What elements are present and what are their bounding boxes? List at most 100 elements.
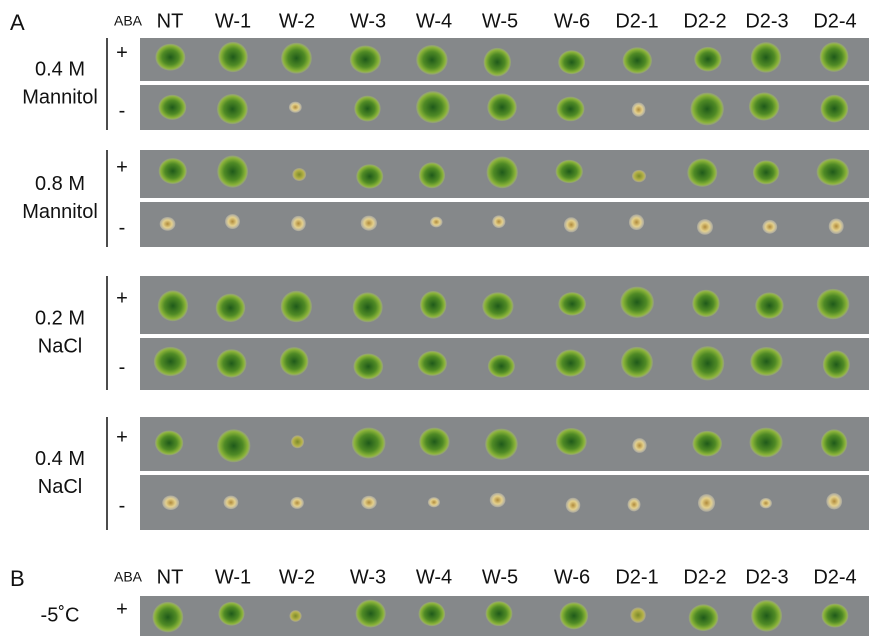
colony	[556, 428, 587, 455]
colony	[762, 220, 777, 234]
colony	[281, 43, 312, 74]
colony	[155, 430, 183, 455]
colony	[155, 44, 185, 71]
colony	[486, 601, 513, 626]
colony	[821, 429, 847, 457]
colony	[356, 600, 386, 628]
colony	[430, 217, 442, 228]
colony	[556, 97, 584, 122]
colony	[160, 217, 176, 231]
condition-label: Mannitol	[22, 86, 98, 108]
colony	[749, 92, 779, 120]
colony	[217, 94, 248, 124]
colony	[162, 495, 179, 510]
colony	[482, 292, 513, 320]
colony	[416, 91, 450, 123]
column-label: D2-3	[745, 10, 788, 32]
column-label: NT	[157, 10, 184, 32]
aba-sign: -	[119, 495, 126, 517]
colony	[353, 292, 383, 322]
colony	[428, 497, 440, 507]
colony	[416, 45, 447, 75]
colony	[225, 214, 240, 229]
aba-sign: +	[116, 156, 128, 178]
colony	[290, 497, 303, 509]
condition-label: NaCl	[38, 335, 82, 357]
colony	[829, 218, 844, 233]
colony	[697, 219, 713, 235]
colony	[217, 155, 248, 187]
colony	[488, 355, 515, 378]
column-label: W-3	[350, 566, 386, 588]
colony	[487, 156, 518, 188]
column-label: W-2	[279, 566, 315, 588]
condition-label: 0.2 M	[35, 307, 85, 329]
colony	[485, 429, 518, 460]
colony	[361, 496, 377, 509]
colony	[687, 158, 717, 186]
colony	[289, 610, 301, 622]
column-label: W-6	[554, 566, 590, 588]
aba-sign: -	[119, 100, 126, 122]
column-label: D2-4	[813, 566, 856, 588]
colony	[689, 604, 719, 631]
colony	[623, 47, 652, 74]
colony	[419, 602, 446, 626]
column-label: W-5	[482, 10, 518, 32]
condition-label: 0.4 M	[35, 58, 85, 80]
colony	[291, 216, 306, 231]
colony	[350, 45, 381, 73]
colony	[632, 438, 646, 453]
colony	[821, 95, 849, 123]
colony	[751, 42, 781, 73]
colony	[217, 349, 247, 377]
colony	[291, 435, 304, 448]
colony	[753, 160, 780, 184]
colony	[217, 429, 250, 462]
column-label: NT	[157, 566, 184, 588]
aba-label: ABA	[114, 13, 143, 29]
colony	[154, 347, 187, 376]
colony	[823, 350, 850, 378]
colony	[694, 47, 721, 72]
colony	[356, 164, 383, 188]
colony	[692, 431, 722, 457]
colony	[826, 493, 842, 509]
column-label: W-6	[554, 10, 590, 32]
panel-label: B	[10, 566, 25, 591]
column-label: W-4	[416, 10, 452, 32]
aba-sign: +	[116, 598, 128, 620]
aba-sign: +	[116, 287, 128, 309]
aba-sign: +	[116, 426, 128, 448]
condition-label: 0.8 M	[35, 173, 85, 195]
column-label: W-1	[215, 10, 251, 32]
colony	[354, 96, 380, 122]
colony	[280, 347, 309, 376]
colony	[352, 428, 386, 459]
colony	[158, 95, 186, 120]
colony	[556, 160, 583, 183]
column-label: D2-4	[813, 10, 856, 32]
aba-sign: -	[119, 356, 126, 378]
colony	[152, 602, 183, 633]
condition-label: Mannitol	[22, 201, 98, 223]
colony	[158, 290, 188, 321]
colony	[292, 168, 306, 181]
colony	[692, 290, 719, 317]
colony	[558, 50, 585, 74]
aba-sign: +	[116, 42, 128, 64]
colony	[159, 158, 187, 184]
column-label: D2-1	[615, 10, 658, 32]
colony	[218, 42, 248, 72]
colony	[620, 287, 654, 318]
column-label: W-5	[482, 566, 518, 588]
colony	[750, 347, 782, 376]
column-label: D2-2	[683, 566, 726, 588]
condition-label: 0.4 M	[35, 448, 85, 470]
colony	[630, 607, 646, 623]
colony	[560, 602, 588, 629]
colony	[629, 214, 644, 230]
colony	[751, 600, 782, 632]
colony	[289, 102, 302, 113]
colony	[419, 428, 449, 456]
